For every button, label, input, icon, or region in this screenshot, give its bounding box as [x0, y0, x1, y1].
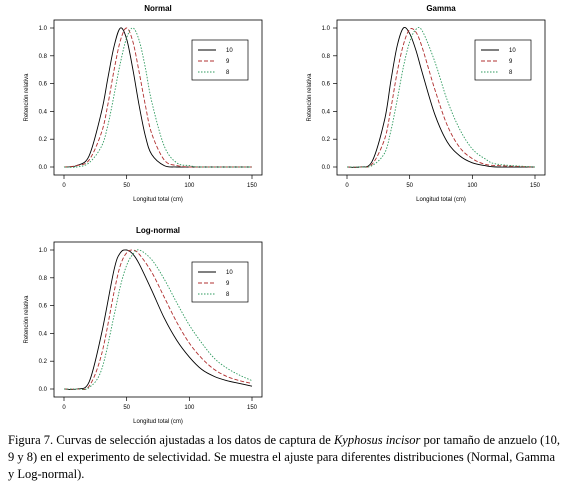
lognormal-x-tick-label: 50: [123, 405, 130, 411]
normal-y-tick-label: 0.0: [39, 165, 48, 171]
normal-y-tick-label: 0.2: [39, 137, 48, 143]
normal-legend-label-8: 8: [226, 70, 230, 76]
gamma-y-tick-label: 1.0: [322, 26, 331, 32]
normal-y-tick-label: 0.4: [39, 109, 48, 115]
normal-legend-box: [191, 39, 249, 81]
lognormal-y-tick-label: 0.2: [39, 359, 48, 365]
chart-svg-lognormal: Log-normal 0 50 100 150 0.0 0.2 0.4 0.6 0.8 1.0 Lon…: [24, 226, 263, 425]
normal-legend-label-9: 9: [226, 59, 230, 65]
gamma-legend-box: [474, 39, 532, 81]
gamma-legend-label-10: 10: [509, 48, 516, 54]
normal-chart-title: Normal: [144, 4, 172, 13]
figure-caption: Figura 7. Curvas de selección ajustadas …: [8, 432, 560, 483]
chart-panel-lognormal: Log-normal 0 50 100 150 0.0 0.2 0.4 0.6 0.8 1.0 Lon…: [0, 222, 283, 437]
chart-svg-normal: Normal 0 50 100 150 0.0 0.2 0.4 0.6 0.8 1.0 Longitu…: [24, 4, 263, 203]
gamma-legend-label-8: 8: [509, 70, 513, 76]
normal-x-tick-label: 150: [247, 183, 258, 189]
lognormal-series-line-10: [63, 249, 253, 390]
chart-panel-normal: Normal 0 50 100 150 0.0 0.2 0.4 0.6 0.8 1.0 Longitu…: [0, 0, 283, 215]
lognormal-legend-label-8: 8: [226, 292, 230, 298]
gamma-y-tick-label: 0.6: [322, 82, 331, 88]
normal-y-tick-label: 0.8: [39, 54, 48, 60]
lognormal-series-line-8: [63, 249, 253, 390]
normal-legend-label-10: 10: [226, 48, 233, 54]
lognormal-y-tick-label: 1.0: [39, 248, 48, 254]
lognormal-x-tick-label: 150: [247, 405, 258, 411]
lognormal-legend-box: [191, 261, 249, 303]
gamma-series-line-10: [346, 27, 536, 168]
gamma-x-tick-label: 150: [530, 183, 541, 189]
gamma-y-tick-label: 0.2: [322, 137, 331, 143]
gamma-x-tick-label: 0: [345, 183, 349, 189]
normal-x-axis-label: Longitud total (cm): [133, 197, 183, 203]
lognormal-chart-title: Log-normal: [136, 226, 180, 235]
gamma-series-line-8: [346, 26, 536, 168]
gamma-x-tick-label: 100: [467, 183, 478, 189]
normal-plot-frame: [53, 19, 263, 176]
gamma-y-tick-label: 0.0: [322, 165, 331, 171]
lognormal-y-tick-label: 0.4: [39, 331, 48, 337]
normal-y-axis-label: Retención relativa: [24, 73, 30, 122]
normal-y-tick-label: 1.0: [39, 26, 48, 32]
normal-y-tick-label: 0.6: [39, 82, 48, 88]
gamma-x-tick-label: 50: [406, 183, 413, 189]
caption-text-end: por tamaño de anzuelo (10, 9 y 8) en el …: [8, 433, 560, 481]
gamma-x-axis-label: Longitud total (cm): [416, 197, 466, 203]
gamma-legend-label-9: 9: [509, 59, 513, 65]
normal-series-line-9: [63, 27, 252, 168]
lognormal-y-axis-label: Retención relativa: [24, 295, 30, 344]
gamma-chart-title: Gamma: [426, 4, 456, 13]
lognormal-y-tick-label: 0.0: [39, 387, 48, 393]
lognormal-y-tick-label: 0.8: [39, 276, 48, 282]
lognormal-x-axis-label: Longitud total (cm): [133, 419, 183, 425]
normal-x-tick-label: 50: [123, 183, 130, 189]
lognormal-plot-frame: [53, 241, 263, 398]
lognormal-legend-label-9: 9: [226, 281, 230, 287]
lognormal-series-line-9: [63, 249, 253, 391]
gamma-y-tick-label: 0.8: [322, 54, 331, 60]
normal-x-tick-label: 100: [184, 183, 195, 189]
gamma-plot-frame: [336, 19, 546, 176]
gamma-series-line-9: [346, 28, 536, 168]
normal-series-line-10: [63, 27, 252, 168]
lognormal-y-tick-label: 0.6: [39, 304, 48, 310]
normal-series-line-8: [63, 27, 253, 168]
caption-text-start: Figura 7. Curvas de selección ajustadas …: [8, 433, 334, 447]
gamma-y-tick-label: 0.4: [322, 109, 331, 115]
caption-species: Kyphosus incisor: [333, 433, 421, 447]
gamma-y-axis-label: Retención relativa: [307, 73, 313, 122]
chart-svg-gamma: Gamma 0 50 100 150 0.0 0.2 0.4 0.6 0.8 1.0 Longitud…: [307, 4, 546, 203]
chart-panel-gamma: Gamma 0 50 100 150 0.0 0.2 0.4 0.6 0.8 1.0 Longitud…: [283, 0, 566, 215]
lognormal-x-tick-label: 100: [184, 405, 195, 411]
lognormal-x-tick-label: 0: [62, 405, 66, 411]
normal-x-tick-label: 0: [62, 183, 66, 189]
lognormal-legend-label-10: 10: [226, 270, 233, 276]
